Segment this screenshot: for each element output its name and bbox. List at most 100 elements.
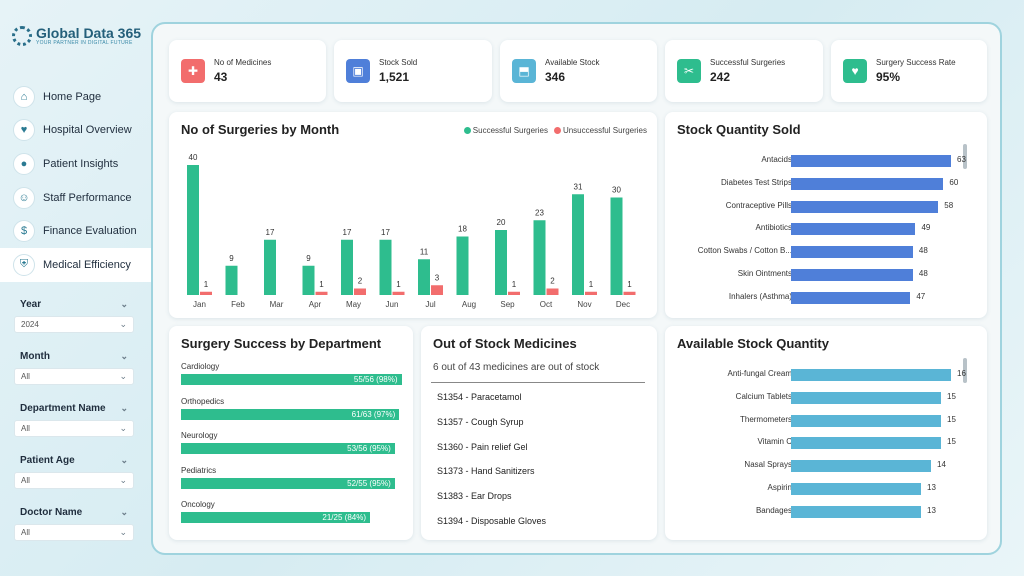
legend-successful-label: Successful Surgeries <box>472 126 548 135</box>
kpi-card-surgery-success-rate: ♥ Surgery Success Rate 95% <box>831 40 987 102</box>
bar-successful-nov[interactable] <box>572 194 584 295</box>
box-icon: ▣ <box>346 59 370 83</box>
stock_sold-bar[interactable] <box>791 269 913 281</box>
stock_sold-bar[interactable] <box>791 291 911 304</box>
x-tick-label: Oct <box>540 300 553 309</box>
filter-dropdown[interactable]: All ⌄ <box>14 472 134 489</box>
stock-icon: ⬒ <box>512 59 536 83</box>
stock_sold-row[interactable]: Cotton Swabs / Cotton B... 48 <box>665 241 987 263</box>
available_stock-row[interactable]: Aspirin 13 <box>665 478 987 500</box>
stock_sold-bar[interactable] <box>791 200 939 213</box>
bar-successful-mar[interactable] <box>264 239 276 295</box>
department-row[interactable]: Oncology 21/25 (84%) <box>181 500 401 523</box>
stock_sold-row[interactable]: Antacids 63 <box>665 150 987 172</box>
available_stock-row[interactable]: Thermometers 15 <box>665 410 987 432</box>
bar-successful-aug[interactable] <box>456 236 469 296</box>
bar-successful-jan[interactable] <box>187 165 199 295</box>
bar-successful-jun[interactable] <box>379 239 392 295</box>
out-of-stock-item[interactable]: S1357 - Cough Syrup <box>437 416 524 427</box>
data-label: 9 <box>306 254 311 263</box>
bar-unsuccessful-jan[interactable] <box>200 291 212 295</box>
nav-item-label: Medical Efficiency <box>43 258 131 271</box>
available_stock-row[interactable]: Anti-fungal Cream 16 <box>665 364 987 386</box>
out-of-stock-item[interactable]: S1394 - Disposable Gloves <box>437 516 547 526</box>
nav-item-patient-insights[interactable]: ● Patient Insights <box>0 147 150 181</box>
chevron-up-icon[interactable]: ⌄ <box>120 506 128 517</box>
stock_sold-row[interactable]: Inhalers (Asthma) 47 <box>665 287 987 309</box>
nav-item-finance-evaluation[interactable]: $ Finance Evaluation <box>0 214 150 248</box>
bar-unsuccessful-dec[interactable] <box>623 291 636 295</box>
department-row[interactable]: Cardiology 55/56 (98%) <box>181 362 402 385</box>
available_stock-row[interactable]: Calcium Tablets 15 <box>665 387 987 409</box>
stock_sold-row[interactable]: Antibiotics 49 <box>665 218 987 240</box>
chevron-up-icon[interactable]: ⌄ <box>120 298 128 309</box>
bar-successful-apr[interactable] <box>302 265 315 295</box>
bar-successful-feb[interactable] <box>225 265 238 295</box>
stock_sold-bar[interactable] <box>791 246 913 259</box>
available_stock-bar[interactable] <box>791 460 931 473</box>
filter-header[interactable]: Department Name ⌄ <box>14 399 134 417</box>
filter-value: All <box>21 372 30 381</box>
bar-unsuccessful-apr[interactable] <box>315 291 328 295</box>
stock_sold-bar[interactable] <box>791 177 944 190</box>
out-of-stock-item[interactable]: S1373 - Hand Sanitizers <box>437 466 535 477</box>
stock_sold-bar[interactable] <box>791 223 916 236</box>
available_stock-bar[interactable] <box>791 391 941 404</box>
stock_sold-row[interactable]: Skin Ointments 48 <box>665 264 987 286</box>
out-of-stock-item[interactable]: S1360 - Pain relief Gel <box>437 441 528 452</box>
bar-successful-may[interactable] <box>341 239 353 295</box>
filter-dropdown[interactable]: All ⌄ <box>14 420 134 437</box>
bar-unsuccessful-oct[interactable] <box>546 288 559 296</box>
stock_sold-bar[interactable] <box>791 155 951 167</box>
data-label: 1 <box>512 280 517 289</box>
stock_sold-row[interactable]: Contraceptive Pills 58 <box>665 196 987 218</box>
filter-dropdown[interactable]: All ⌄ <box>14 524 134 541</box>
available_stock-row[interactable]: Nasal Sprays 14 <box>665 455 987 477</box>
bar-unsuccessful-jul[interactable] <box>431 285 443 295</box>
chevron-up-icon[interactable]: ⌄ <box>120 402 128 413</box>
filter-dropdown[interactable]: All ⌄ <box>14 368 134 385</box>
department-bar[interactable]: 21/25 (84%) <box>181 512 370 523</box>
bar-successful-dec[interactable] <box>610 197 623 296</box>
available-stock-scrollbar[interactable] <box>963 358 967 383</box>
available_stock-bar[interactable] <box>791 414 941 427</box>
filter-header[interactable]: Patient Age ⌄ <box>14 451 134 469</box>
bar-unsuccessful-may[interactable] <box>354 288 366 296</box>
available_stock-bar[interactable] <box>791 505 921 518</box>
available_stock-bar[interactable] <box>791 437 941 450</box>
bar-successful-sep[interactable] <box>495 230 507 295</box>
department-row[interactable]: Neurology 53/56 (95%) <box>181 431 401 454</box>
department-bar[interactable]: 61/63 (97%) <box>181 408 400 420</box>
nav-item-medical-efficiency[interactable]: ⛨ Medical Efficiency <box>0 247 160 282</box>
bar-unsuccessful-nov[interactable] <box>585 291 597 295</box>
department-bar[interactable]: 52/55 (95%) <box>181 477 395 489</box>
chevron-up-icon[interactable]: ⌄ <box>120 454 128 465</box>
filter-dropdown[interactable]: 2024 ⌄ <box>14 316 134 333</box>
department-title: Surgery Success by Department <box>181 336 382 351</box>
chevron-up-icon[interactable]: ⌄ <box>120 350 128 361</box>
bar-successful-jul[interactable] <box>418 259 430 295</box>
department-bar[interactable]: 55/56 (98%) <box>181 374 402 385</box>
stock-sold-scrollbar[interactable] <box>963 144 967 169</box>
stock_sold-value: 49 <box>921 223 931 233</box>
nav-item-hospital-overview[interactable]: ♥ Hospital Overview <box>0 114 150 148</box>
out-of-stock-item[interactable]: S1383 - Ear Drops <box>437 491 512 502</box>
department-row[interactable]: Pediatrics 52/55 (95%) <box>181 466 401 489</box>
out-of-stock-item[interactable]: S1354 - Paracetamol <box>437 392 522 402</box>
bar-successful-oct[interactable] <box>533 220 546 295</box>
available_stock-row[interactable]: Vitamin C 15 <box>665 432 987 454</box>
available_stock-bar[interactable] <box>791 483 921 495</box>
bar-unsuccessful-sep[interactable] <box>508 291 520 295</box>
filter-header[interactable]: Month ⌄ <box>14 347 134 365</box>
available_stock-bar[interactable] <box>791 369 951 381</box>
stock_sold-row[interactable]: Diabetes Test Strips 60 <box>665 173 987 195</box>
data-label: 2 <box>358 277 363 286</box>
filter-header[interactable]: Year ⌄ <box>14 295 134 313</box>
bar-unsuccessful-jun[interactable] <box>392 291 405 295</box>
nav-item-staff-performance[interactable]: ☺ Staff Performance <box>0 181 150 215</box>
nav-item-home-page[interactable]: ⌂ Home Page <box>0 80 150 114</box>
available_stock-row[interactable]: Bandages 13 <box>665 501 987 523</box>
department-bar[interactable]: 53/56 (95%) <box>181 443 395 454</box>
department-row[interactable]: Orthopedics 61/63 (97%) <box>181 397 401 420</box>
filter-header[interactable]: Doctor Name ⌄ <box>14 503 134 521</box>
